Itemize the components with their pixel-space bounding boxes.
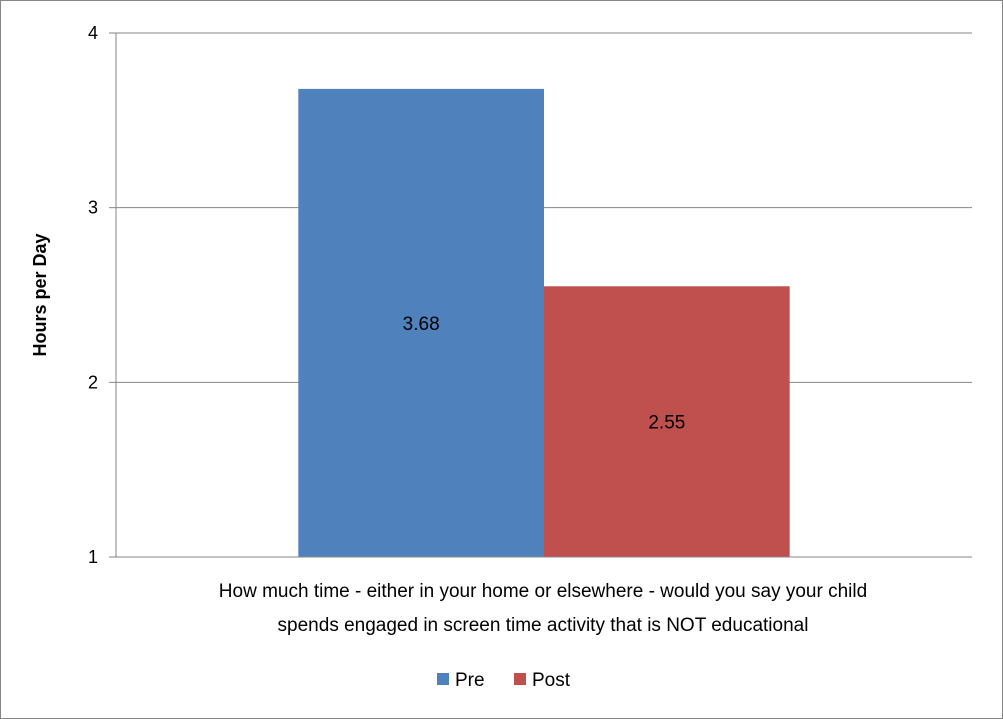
legend-label-pre: Pre — [455, 670, 485, 691]
category-label-line-1: How much time - either in your home or e… — [219, 581, 867, 602]
legend: Pre Post — [437, 670, 571, 691]
bars — [298, 88, 790, 557]
y-tick-label: 2 — [88, 372, 98, 392]
y-axis-title: Hours per Day — [30, 233, 50, 356]
bar-pre — [298, 88, 544, 557]
y-tick-label: 1 — [88, 547, 98, 567]
data-label-pre: 3.68 — [403, 314, 440, 335]
data-labels: 3.68 2.55 — [403, 314, 686, 434]
legend-swatch-pre — [437, 673, 449, 685]
y-tick-label: 3 — [88, 198, 98, 218]
data-label-post: 2.55 — [648, 413, 685, 434]
y-tick-labels: 1 2 3 4 — [88, 23, 98, 567]
bar-post — [544, 286, 790, 557]
axes — [115, 33, 972, 558]
category-label-line-2: spends engaged in screen time activity t… — [278, 615, 809, 636]
y-tick-label: 4 — [88, 23, 98, 43]
legend-swatch-post — [514, 673, 526, 685]
legend-label-post: Post — [532, 670, 571, 691]
